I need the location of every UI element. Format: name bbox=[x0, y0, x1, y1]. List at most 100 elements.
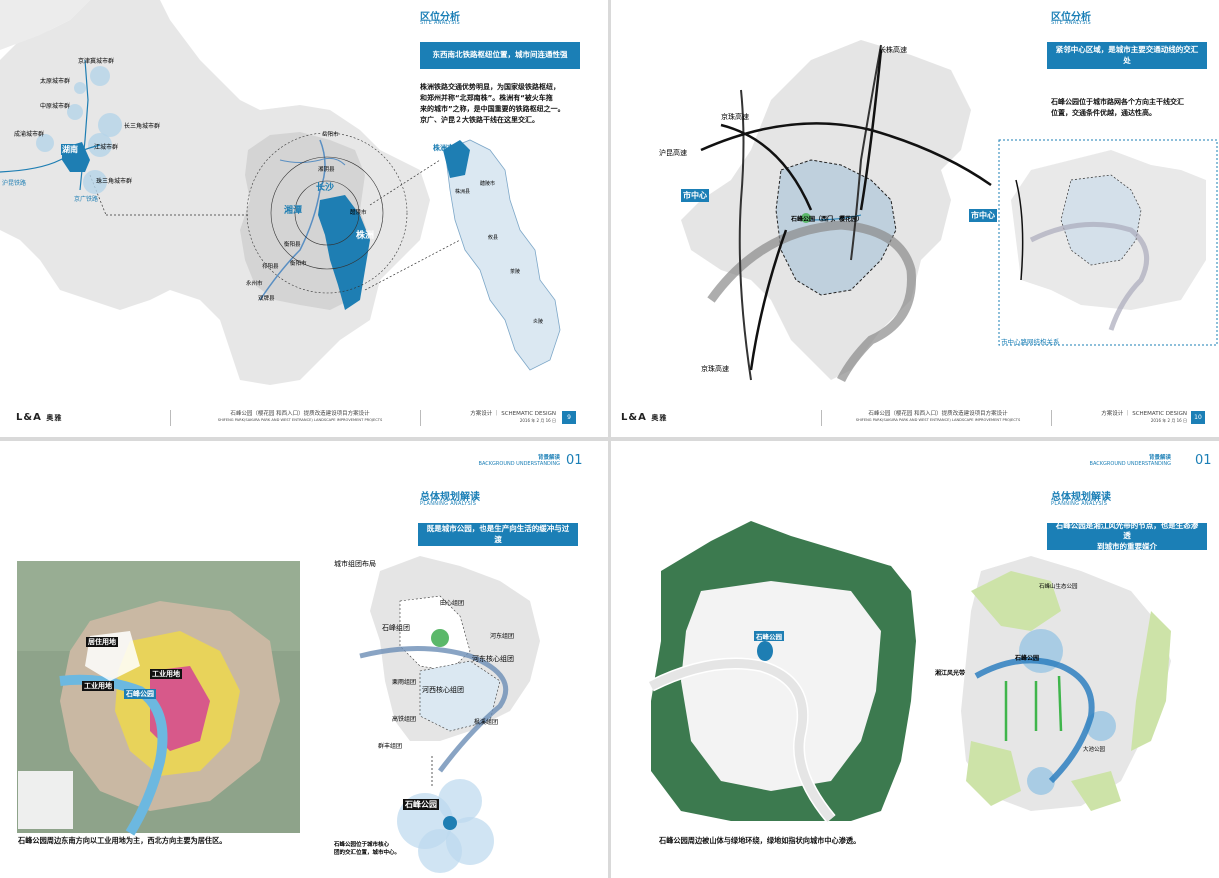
cluster-hexi-core: 河西核心组团 bbox=[422, 686, 464, 694]
stage: 方案设计 ｜ SCHEMATIC DESIGN 2016 年 2 月 16 日 bbox=[1091, 411, 1187, 424]
date: 2016 年 2 月 16 日 bbox=[1150, 418, 1187, 424]
label-shuangpai: 双牌县 bbox=[258, 296, 275, 302]
label-park: 石峰公园（西门、樱花园） bbox=[791, 216, 864, 223]
divider bbox=[821, 410, 822, 426]
label-city-center-right: 市中心 bbox=[969, 209, 997, 222]
key-banner: 石峰公园是湘江风光带的节点，也是生态渗透 到城市的重要媒介 bbox=[1047, 520, 1207, 551]
label-zhusanjiao: 珠三角城市群 bbox=[96, 178, 133, 185]
divider bbox=[1051, 410, 1052, 426]
divider bbox=[170, 410, 171, 426]
page-subtitle: PLANNING ANALYSIS bbox=[1051, 501, 1108, 507]
body-text: 石峰公园位于城市路网各个方向主干线交汇 位置，交通条件优越，通达性高。 bbox=[1051, 97, 1211, 119]
label-yongzhou: 永州市 bbox=[246, 281, 263, 287]
logo-cn: 奥雅 bbox=[46, 414, 63, 422]
page-title: 总体规划解读 bbox=[420, 492, 480, 503]
landuse-map bbox=[17, 556, 540, 873]
label-hukun: 沪昆铁路 bbox=[2, 180, 27, 187]
label-zhongyuan: 中原城市群 bbox=[40, 103, 71, 110]
traffic-map bbox=[681, 40, 1218, 383]
date: 2016 年 2 月 16 日 bbox=[519, 418, 556, 424]
key-banner: 既是城市公园，也是生产向生活的缓冲与过渡 bbox=[418, 523, 578, 546]
label-taiyuan: 太原城市群 bbox=[40, 78, 71, 85]
page-site-analysis-1: 京津冀城市群 太原城市群 中原城市群 长三角城市群 成渝城市群 湖南 江城市群 … bbox=[0, 0, 608, 437]
logo-text: L&A bbox=[16, 412, 42, 423]
cluster-note: 石峰公园位于城市核心 团的交汇位置，城市中心。 bbox=[334, 842, 400, 857]
banner-line: 到城市的重要媒介 bbox=[1097, 541, 1157, 551]
label-qiyang: 祁阳县 bbox=[262, 264, 279, 270]
stage-text: 方案设计 ｜ SCHEMATIC DESIGN bbox=[470, 411, 556, 417]
key-banner: 紧邻中心区域，是城市主要交通动线的交汇处 bbox=[1047, 42, 1207, 69]
label-yueyang: 岳阳市 bbox=[322, 132, 339, 138]
label-shifeng-eco: 石峰山生态公园 bbox=[1039, 584, 1078, 590]
body-line: 株洲铁路交通优势明显，为国家级铁路枢纽， bbox=[420, 83, 560, 91]
label-xiangtan: 湘潭 bbox=[284, 206, 303, 216]
label-dachi: 大池公园 bbox=[1083, 747, 1106, 753]
label-liling: 醴陵市 bbox=[350, 210, 367, 216]
project-cn: 石峰公园（樱花园 和西入口）提质改造建设项目方案设计 bbox=[868, 411, 1008, 417]
project-en: SHIFENG PARK(SAKURA PARK AND WEST ENTRAN… bbox=[855, 418, 1021, 423]
body-text: 株洲铁路交通优势明显，为国家级铁路枢纽， 和郑州并称“北郑南株”。株洲有“被火车… bbox=[420, 82, 588, 125]
label-liling-detail: 醴陵市 bbox=[480, 181, 496, 187]
section-en: BACKGROUND UNDERSTANDING bbox=[478, 461, 560, 467]
label-jingguang: 京广铁路 bbox=[74, 196, 99, 203]
label-industrial-left: 工业用地 bbox=[82, 681, 114, 691]
logo-cn: 奥雅 bbox=[651, 414, 668, 422]
page-number: 10 bbox=[1191, 411, 1205, 424]
label-zhuzhou: 株洲 bbox=[356, 231, 375, 241]
body-line: 京广、沪昆２大铁路干线在这里交汇。 bbox=[420, 115, 539, 124]
regional-map bbox=[0, 0, 561, 385]
cluster-fengxi: 枫溪组团 bbox=[474, 719, 499, 726]
label-jiangcheng: 江城市群 bbox=[94, 144, 119, 151]
logo: L&A 奥雅 bbox=[621, 412, 667, 423]
cluster-hedong-core: 河东核心组团 bbox=[472, 655, 514, 663]
section-header: 背景解读 BACKGROUND UNDERSTANDING bbox=[1061, 453, 1171, 467]
page-planning-1: 背景解读 BACKGROUND UNDERSTANDING 01 总体规划解读 … bbox=[0, 441, 608, 878]
page-site-analysis-2: 长株高速 京珠高速 沪昆高速 市中心 石峰公园（西门、樱花园） 市中心 京珠高速… bbox=[611, 0, 1219, 437]
label-hunan: 湖南 bbox=[61, 144, 79, 155]
key-banner: 东西南北铁路枢纽位置，城市间连通性强 bbox=[420, 42, 580, 69]
page-planning-2: 背景解读 BACKGROUND UNDERSTANDING 01 总体规划解读 … bbox=[611, 441, 1219, 878]
project-name: 石峰公园（樱花园 和西入口）提质改造建设项目方案设计 SHIFENG PARK(… bbox=[833, 411, 1043, 423]
body-line: 石峰公园位于城市路网各个方向主干线交汇 bbox=[1051, 98, 1184, 106]
section-header: 背景解读 BACKGROUND UNDERSTANDING bbox=[450, 453, 560, 467]
project-en: SHIFENG PARK(SAKURA PARK AND WEST ENTRAN… bbox=[217, 418, 383, 423]
page-subtitle: SITE ANALYSIS bbox=[420, 20, 460, 26]
body-line: 和郑州并称“北郑南株”。株洲有“被火车拖 bbox=[420, 93, 553, 102]
label-zhuzhou-county: 株洲县 bbox=[455, 189, 471, 195]
label-changzhu: 长株高速 bbox=[879, 46, 907, 54]
note-line: 团的交汇位置，城市中心。 bbox=[334, 849, 401, 856]
label-hukun: 沪昆高速 bbox=[659, 149, 687, 157]
section-number: 01 bbox=[566, 453, 583, 468]
page-subtitle: PLANNING ANALYSIS bbox=[420, 501, 477, 507]
label-shifeng: 石峰公园 bbox=[1015, 655, 1040, 662]
logo: L&A 奥雅 bbox=[16, 412, 62, 423]
page-title: 区位分析 bbox=[1051, 12, 1091, 23]
stage-text: 方案设计 ｜ SCHEMATIC DESIGN bbox=[1101, 411, 1187, 417]
label-changsanjiao: 长三角城市群 bbox=[124, 123, 161, 130]
cluster-qunfeng: 群丰组团 bbox=[378, 743, 403, 750]
label-jingjin: 京津冀城市群 bbox=[78, 58, 115, 65]
label-youxian: 攸县 bbox=[488, 235, 499, 241]
label-jingzhu-top: 京珠高速 bbox=[721, 113, 749, 121]
stage: 方案设计 ｜ SCHEMATIC DESIGN 2016 年 2 月 16 日 bbox=[460, 411, 556, 424]
divider bbox=[420, 410, 421, 426]
section-number: 01 bbox=[1195, 453, 1212, 468]
banner-line: 石峰公园是湘江风光带的节点，也是生态渗透 bbox=[1055, 520, 1199, 541]
body-line: 来的城市”之称，是中国重要的铁路枢纽之一。 bbox=[420, 104, 565, 113]
page-title: 总体规划解读 bbox=[1051, 492, 1111, 503]
cluster-liyu: 栗雨组团 bbox=[392, 679, 417, 686]
label-industrial-right: 工业用地 bbox=[150, 669, 182, 679]
label-hengyang: 衡阳市 bbox=[290, 261, 307, 267]
label-xiangjiang: 湘江风光带 bbox=[935, 670, 966, 677]
label-changsha: 长沙 bbox=[316, 183, 335, 193]
label-chaling: 茶陵 bbox=[510, 269, 521, 275]
cluster-tianxin: 田心组团 bbox=[440, 600, 465, 607]
label-park: 石峰公园 bbox=[754, 631, 784, 641]
label-hengyang-county: 衡阳县 bbox=[284, 242, 301, 248]
cluster-title: 城市组团布局 bbox=[334, 560, 376, 568]
cluster-shifeng: 石峰组团 bbox=[382, 624, 410, 632]
label-park: 石峰公园 bbox=[124, 689, 156, 699]
cluster-park: 石峰公园 bbox=[403, 799, 439, 810]
label-jingzhu-bottom: 京珠高速 bbox=[701, 365, 729, 373]
page-subtitle: SITE ANALYSIS bbox=[1051, 20, 1091, 26]
